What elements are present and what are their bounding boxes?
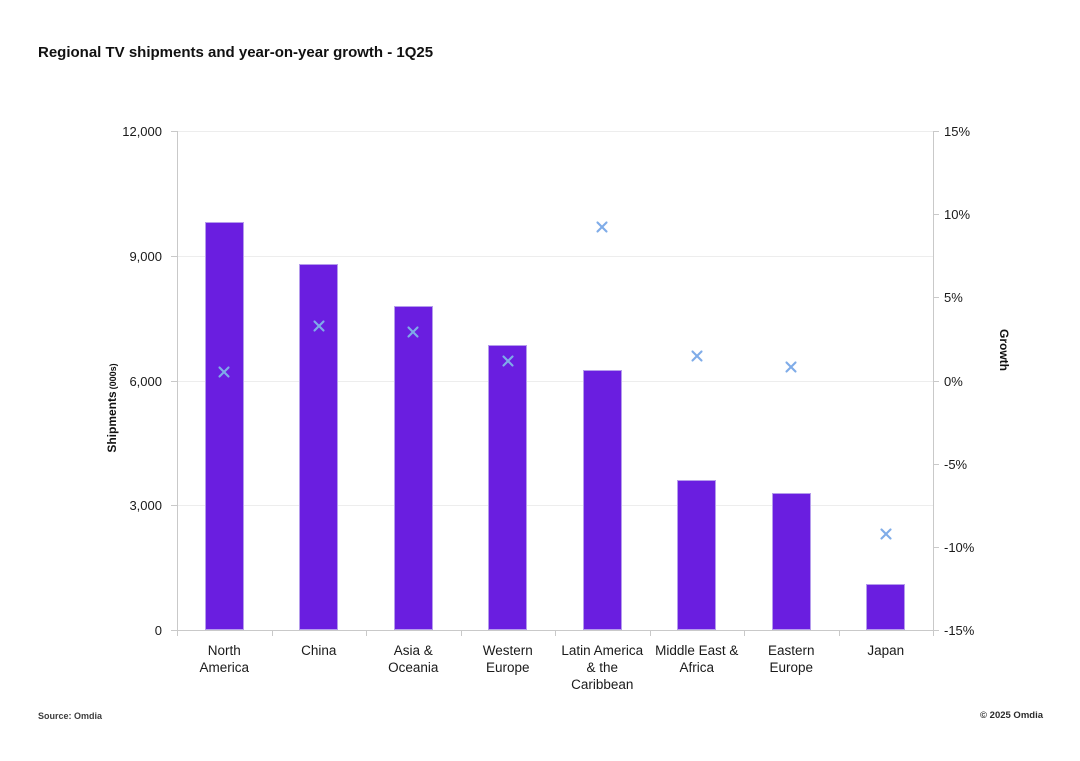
gridline-12,000 (177, 131, 933, 132)
right-axis-tick (933, 546, 939, 548)
x-marker-icon (502, 354, 514, 367)
gridline-9,000 (177, 255, 933, 257)
right-axis-tick (933, 463, 939, 465)
bar-japan (866, 584, 906, 630)
right-axis-tick (933, 380, 939, 382)
left-axis-tick-label: 12,000 (122, 124, 162, 139)
x-axis-label-western-europe: Western Europe (482, 643, 533, 675)
left-axis-title: Shipments(000s) (105, 363, 119, 452)
x-axis-tick (649, 630, 651, 636)
right-axis-tick-label: -10% (944, 539, 975, 555)
right-axis-tick-label: -15% (944, 623, 975, 638)
x-axis-label-north-america: North America (199, 643, 249, 675)
x-axis-tick (366, 630, 367, 636)
right-axis-tick (933, 630, 939, 631)
growth-marker-middle-east-africa (690, 349, 704, 368)
x-marker-icon (596, 221, 608, 234)
x-marker-icon (785, 361, 797, 373)
left-axis-tick (171, 380, 177, 382)
x-axis-label-japan: Japan (867, 643, 905, 658)
gridline-6,000 (177, 380, 933, 382)
bar-western-europe (488, 345, 528, 630)
right-axis-title: Growth (997, 329, 1011, 371)
right-axis-tick-label: -5% (944, 456, 968, 472)
left-axis-tick-label: 6,000 (129, 373, 162, 389)
growth-marker-latin-america-the-caribbean (595, 220, 609, 239)
x-axis-tick (838, 630, 840, 636)
growth-marker-western-europe (501, 354, 515, 373)
growth-marker-north-america (217, 365, 231, 384)
growth-marker-eastern-europe (784, 360, 798, 379)
right-axis-tick-label: 15% (944, 124, 971, 139)
x-axis-label-china: China (301, 643, 337, 658)
left-axis-tick-label: 3,000 (129, 498, 162, 514)
left-axis-tick (171, 630, 177, 631)
x-marker-icon (218, 366, 230, 378)
source-note: Source: Omdia (38, 711, 103, 721)
x-marker-icon (313, 320, 325, 332)
left-axis-tick (171, 255, 177, 257)
x-axis-tick (460, 630, 462, 636)
copyright-note: © 2025 Omdia (980, 710, 1043, 721)
left-axis-tick (171, 505, 177, 507)
right-axis-tick (933, 297, 939, 299)
x-marker-icon (407, 326, 419, 338)
right-axis-tick-label: 10% (944, 207, 971, 223)
x-axis-tick (744, 630, 745, 636)
x-axis-label-eastern-europe: Eastern Europe (767, 643, 815, 675)
right-axis-tick-label: 0% (944, 373, 963, 389)
right-axis-tick (933, 131, 939, 132)
growth-marker-china (312, 319, 326, 338)
right-axis-tick (933, 214, 939, 216)
x-marker-icon (880, 527, 892, 540)
left-axis-line (177, 131, 178, 630)
gridline-3,000 (177, 505, 933, 507)
x-axis-tick (177, 630, 178, 636)
x-marker-icon (691, 349, 703, 362)
left-axis-title-unit: (000s) (108, 363, 118, 390)
left-axis-tick-label: 0 (154, 623, 162, 638)
x-axis-tick (271, 630, 273, 636)
growth-marker-asia-oceania (406, 325, 420, 344)
right-axis-tick-label: 5% (944, 290, 963, 306)
left-axis-tick-label: 9,000 (129, 248, 162, 264)
bar-eastern-europe (771, 492, 811, 630)
x-axis-label-middle-east-africa: Middle East & Africa (655, 643, 739, 675)
left-axis-tick (171, 131, 177, 132)
bar-middle-east-africa (677, 480, 717, 630)
bar-latin-america-the-caribbean (582, 370, 622, 630)
x-axis-label-asia-oceania: Asia & Oceania (388, 643, 439, 675)
left-axis-title-text: Shipments (105, 391, 119, 453)
bar-north-america (204, 222, 244, 630)
chart-title: Regional TV shipments and year-on-year g… (38, 44, 434, 61)
x-axis-tick (933, 630, 934, 636)
bar-asia-oceania (393, 305, 433, 630)
x-axis-label-latin-america-the-caribbean: Latin America & the Caribbean (561, 643, 644, 692)
growth-marker-japan (879, 527, 893, 546)
x-axis-tick (555, 630, 556, 636)
